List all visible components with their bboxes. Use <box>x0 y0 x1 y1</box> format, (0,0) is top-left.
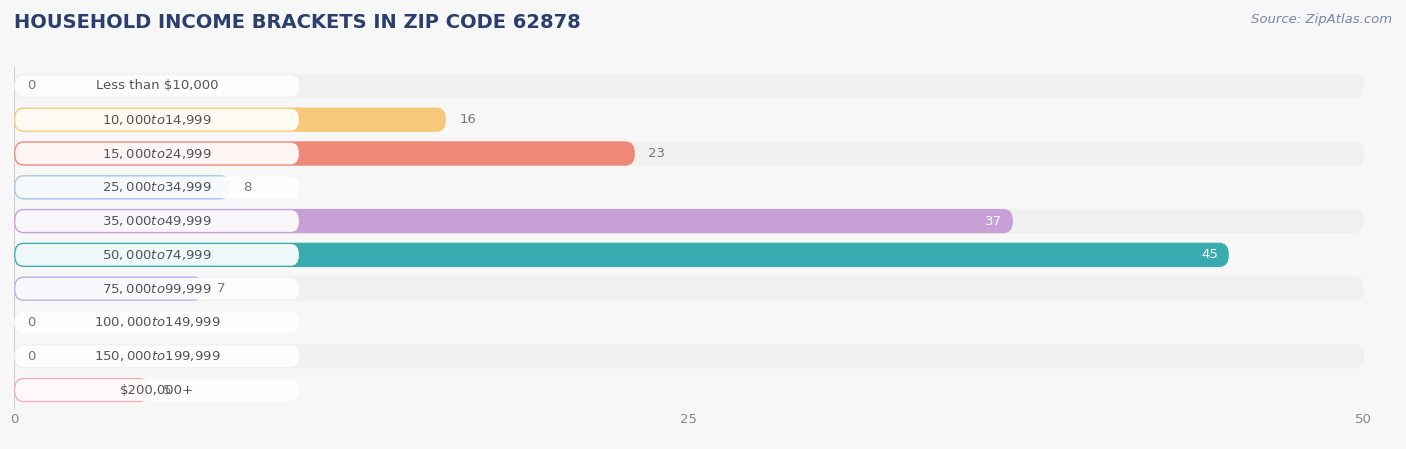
Text: 23: 23 <box>648 147 665 160</box>
FancyBboxPatch shape <box>15 312 299 333</box>
FancyBboxPatch shape <box>15 345 299 367</box>
Text: 0: 0 <box>28 350 37 363</box>
FancyBboxPatch shape <box>14 108 446 132</box>
FancyBboxPatch shape <box>14 141 1364 166</box>
FancyBboxPatch shape <box>14 108 1364 132</box>
Text: 16: 16 <box>460 113 477 126</box>
FancyBboxPatch shape <box>15 244 299 266</box>
FancyBboxPatch shape <box>14 74 1364 98</box>
Text: $15,000 to $24,999: $15,000 to $24,999 <box>103 146 212 160</box>
Text: $200,000+: $200,000+ <box>120 383 194 396</box>
FancyBboxPatch shape <box>14 344 1364 368</box>
Text: 7: 7 <box>217 282 225 295</box>
Text: $10,000 to $14,999: $10,000 to $14,999 <box>103 113 212 127</box>
FancyBboxPatch shape <box>14 378 149 402</box>
Text: HOUSEHOLD INCOME BRACKETS IN ZIP CODE 62878: HOUSEHOLD INCOME BRACKETS IN ZIP CODE 62… <box>14 13 581 32</box>
FancyBboxPatch shape <box>14 209 1012 233</box>
Text: $150,000 to $199,999: $150,000 to $199,999 <box>94 349 221 363</box>
Text: $50,000 to $74,999: $50,000 to $74,999 <box>103 248 212 262</box>
Text: Source: ZipAtlas.com: Source: ZipAtlas.com <box>1251 13 1392 26</box>
Text: $25,000 to $34,999: $25,000 to $34,999 <box>103 180 212 194</box>
FancyBboxPatch shape <box>15 210 299 232</box>
Text: $35,000 to $49,999: $35,000 to $49,999 <box>103 214 212 228</box>
FancyBboxPatch shape <box>14 141 636 166</box>
FancyBboxPatch shape <box>15 109 299 131</box>
FancyBboxPatch shape <box>14 175 231 199</box>
FancyBboxPatch shape <box>14 243 1229 267</box>
FancyBboxPatch shape <box>14 277 1364 301</box>
FancyBboxPatch shape <box>15 278 299 299</box>
FancyBboxPatch shape <box>15 143 299 164</box>
FancyBboxPatch shape <box>15 176 299 198</box>
Text: $100,000 to $149,999: $100,000 to $149,999 <box>94 316 221 330</box>
Text: 45: 45 <box>1201 248 1218 261</box>
FancyBboxPatch shape <box>14 277 202 301</box>
Text: 8: 8 <box>243 181 252 194</box>
FancyBboxPatch shape <box>15 75 299 97</box>
Text: Less than $10,000: Less than $10,000 <box>96 79 218 92</box>
FancyBboxPatch shape <box>15 379 299 401</box>
FancyBboxPatch shape <box>14 209 1364 233</box>
FancyBboxPatch shape <box>14 243 1364 267</box>
FancyBboxPatch shape <box>14 310 1364 335</box>
Text: 37: 37 <box>986 215 1002 228</box>
FancyBboxPatch shape <box>14 378 1364 402</box>
Text: 0: 0 <box>28 79 37 92</box>
Text: 0: 0 <box>28 316 37 329</box>
Text: $75,000 to $99,999: $75,000 to $99,999 <box>103 282 212 295</box>
FancyBboxPatch shape <box>14 175 1364 199</box>
Text: 5: 5 <box>163 383 172 396</box>
